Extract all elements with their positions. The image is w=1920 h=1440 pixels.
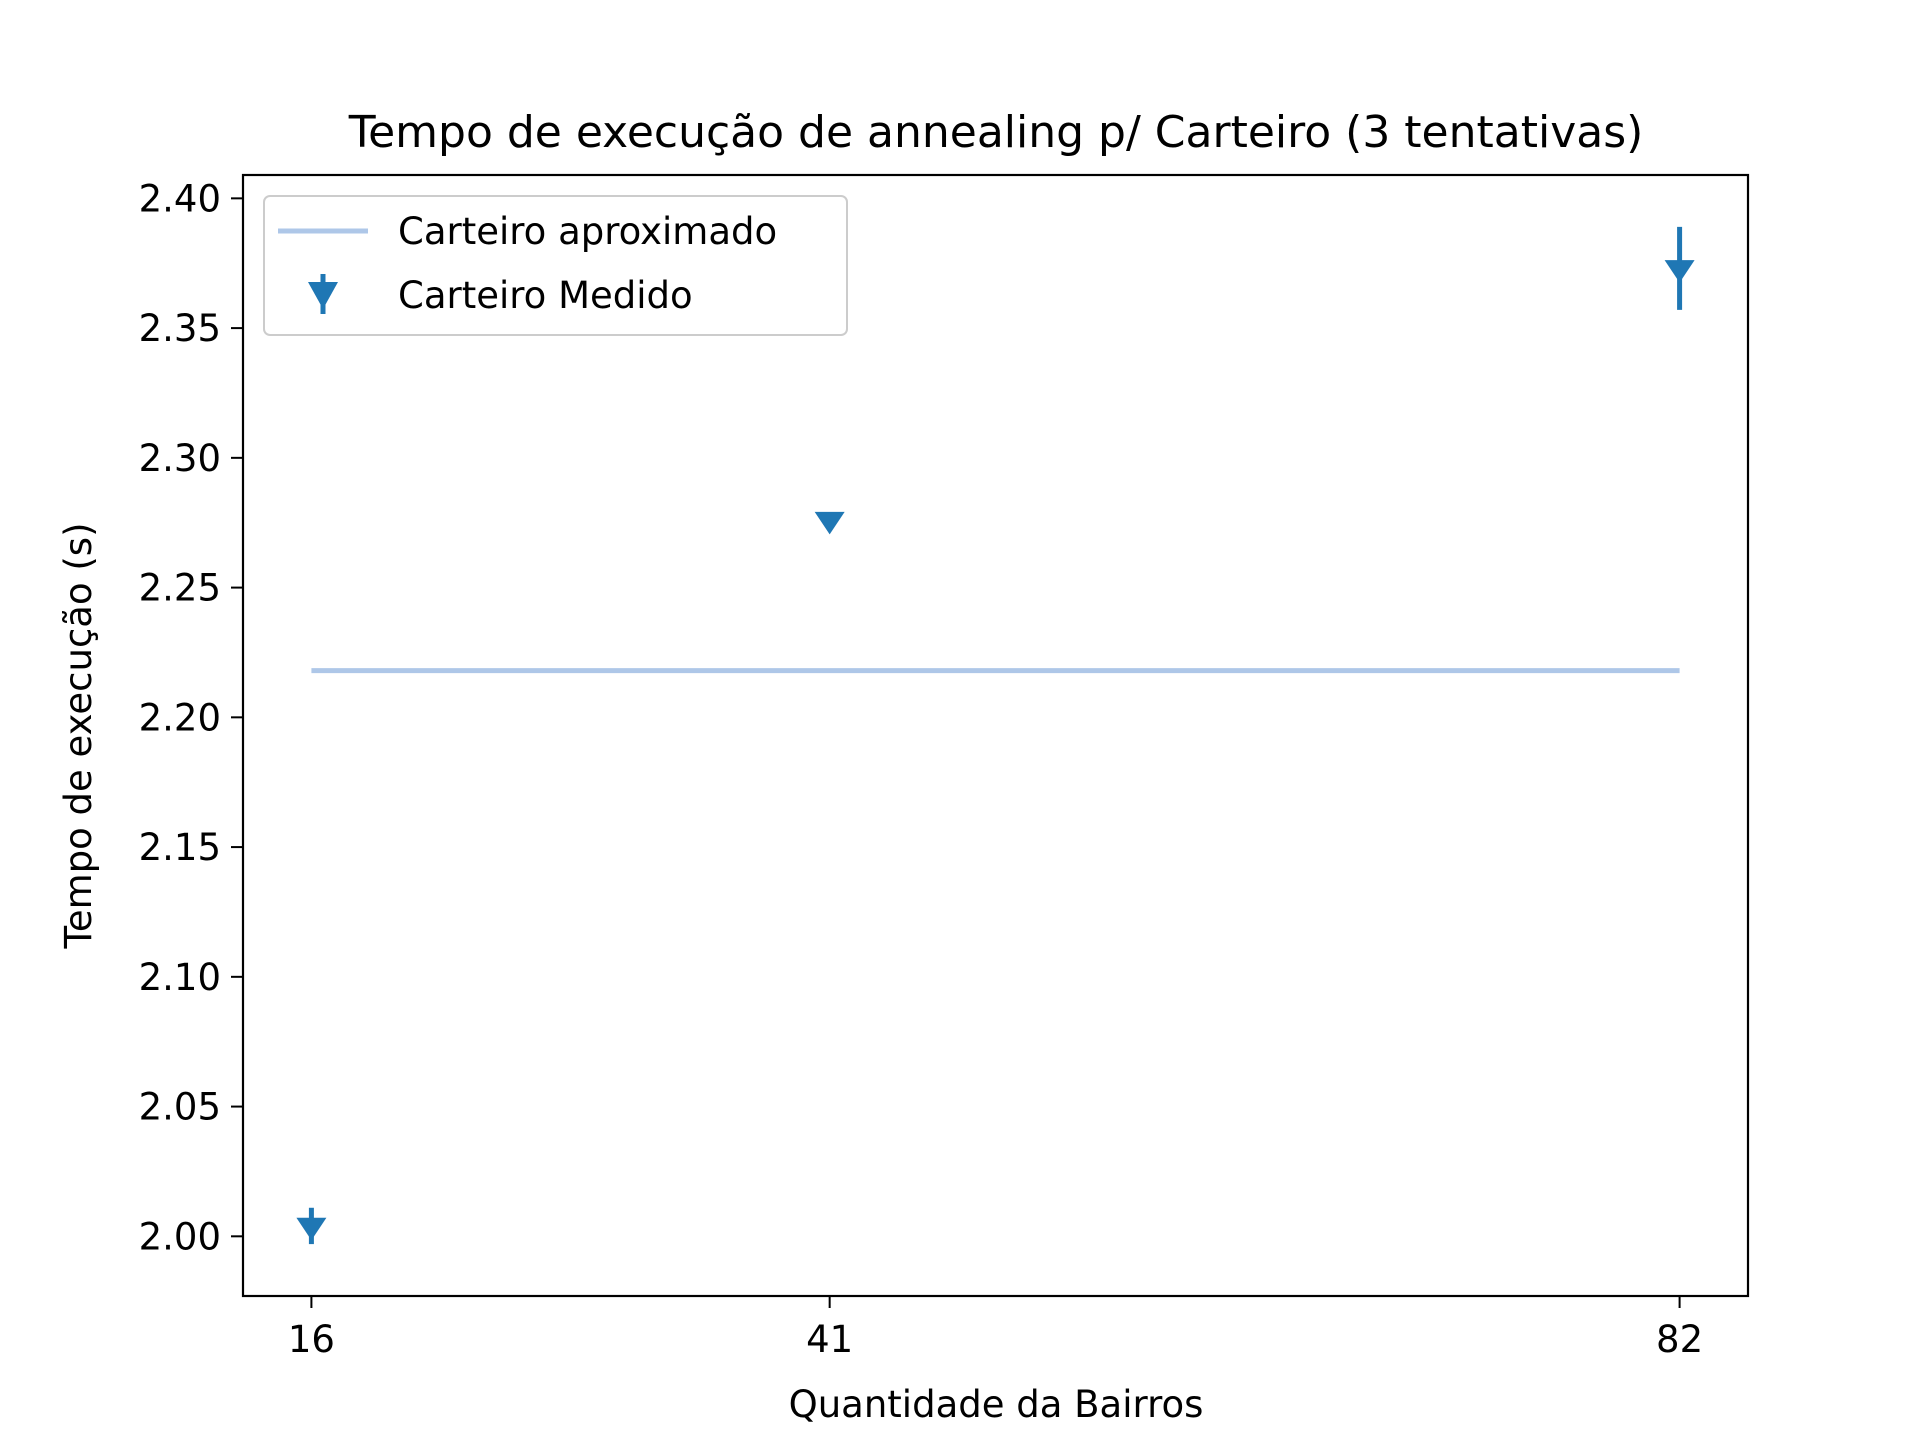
x-axis: 16 41 82 [288,1296,1703,1361]
legend-entry-carteiro-aproximado: Carteiro aproximado [398,210,777,253]
y-tick-label: 2.40 [139,177,221,220]
plot-frame [241,173,1750,1298]
y-axis-label: Tempo de execução (s) [57,522,100,949]
data-point-marker [814,511,845,535]
x-tick-label: 16 [288,1318,335,1361]
y-tick-label: 2.20 [139,696,221,739]
x-tick-label: 82 [1656,1318,1703,1361]
y-tick-label: 2.10 [139,956,221,999]
y-tick-label: 2.30 [139,437,221,480]
x-tick-label: 41 [806,1318,853,1361]
plot-area [296,226,1695,1245]
y-axis: 2.00 2.05 2.10 2.15 2.20 2.25 2.30 2.35 2.40 [139,177,243,1258]
x-axis-label: Quantidade da Bairros [789,1383,1204,1426]
y-tick-label: 2.00 [139,1215,221,1258]
data-point-marker [1664,260,1695,283]
legend-entry-carteiro-medido: Carteiro Medido [398,274,693,317]
data-point-marker [296,1217,327,1241]
y-tick-label: 2.35 [139,307,221,350]
legend: Carteiro aproximado Carteiro Medido [263,195,848,336]
legend-triangle-marker [308,274,338,314]
legend-frame [263,195,848,336]
y-tick-label: 2.25 [139,567,221,610]
y-tick-label: 2.05 [139,1086,221,1129]
y-tick-label: 2.15 [139,826,221,869]
chart-title: Tempo de execução de annealing p/ Cartei… [348,107,1644,158]
